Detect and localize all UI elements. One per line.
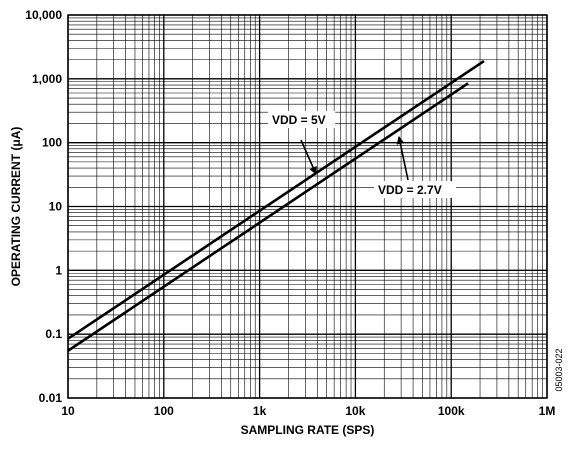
y-tick-label: 0.01: [39, 391, 63, 405]
x-tick-label: 1M: [539, 404, 556, 418]
y-tick-labels: 0.01 0.1 1 10 100 1,000 10,000: [25, 8, 62, 405]
y-tick-label: 1: [55, 263, 62, 277]
y-tick-label: 10,000: [25, 8, 62, 22]
annotation-label-vdd-5v: VDD = 5V: [272, 113, 326, 127]
y-tick-label: 10: [49, 200, 63, 214]
x-tick-label: 100k: [438, 404, 465, 418]
y-tick-label: 1,000: [32, 72, 62, 86]
annotation-label-vdd-2-7v: VDD = 2.7V: [378, 183, 442, 197]
annotation-arrow-vdd-5v: [300, 139, 317, 175]
x-tick-label: 10k: [345, 404, 365, 418]
x-tick-labels: 10 100 1k 10k 100k 1M: [61, 404, 555, 418]
y-axis-title: OPERATING CURRENT (μA): [9, 127, 23, 287]
series-layer: [67, 59, 485, 352]
annotation-background: [374, 181, 456, 198]
figure-code: 05003-022: [554, 348, 564, 391]
series-line-vdd-2-7v: [67, 82, 469, 352]
series-line-vdd-5v: [67, 59, 485, 340]
annotation-layer: VDD = 5V VDD = 2.7V: [268, 111, 456, 198]
x-tick-label: 10: [61, 404, 75, 418]
x-tick-label: 1k: [253, 404, 267, 418]
annotation-background: [268, 111, 336, 128]
y-tick-label: 0.1: [45, 327, 62, 341]
y-tick-label: 100: [42, 136, 62, 150]
plot-frame: [67, 14, 548, 399]
x-tick-label: 100: [154, 404, 174, 418]
annotation-arrow-vdd-2-7v: [396, 136, 409, 181]
x-axis-title: SAMPLING RATE (SPS): [241, 423, 375, 437]
